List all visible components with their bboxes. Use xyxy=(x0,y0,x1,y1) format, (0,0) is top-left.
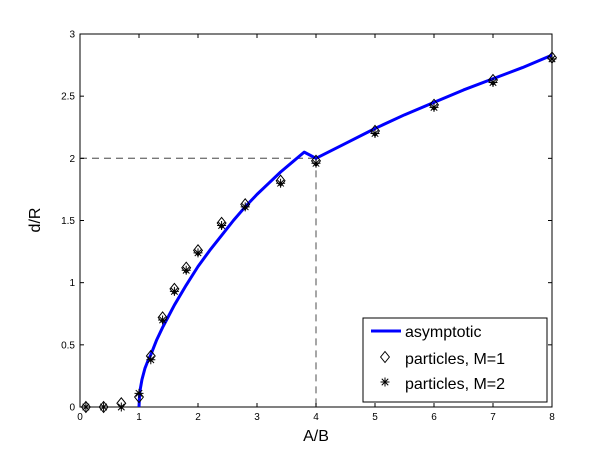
point-particles-m2 xyxy=(81,402,91,412)
x-tick-label: 1 xyxy=(136,412,142,423)
legend-label-m2: particles, M=2 xyxy=(405,376,505,393)
x-tick-label: 4 xyxy=(313,412,319,423)
y-tick-label: 0.5 xyxy=(61,340,75,351)
point-particles-m2 xyxy=(158,315,168,325)
x-tick-label: 2 xyxy=(195,412,201,423)
point-particles-m2 xyxy=(146,355,156,365)
series-layer xyxy=(80,51,558,414)
legend-label-m1: particles, M=1 xyxy=(405,351,505,368)
point-particles-m2 xyxy=(488,77,498,87)
legend-label-asymptotic: asymptotic xyxy=(405,324,481,341)
x-tick-label: 0 xyxy=(77,412,83,423)
legend-marker-asterisk xyxy=(380,377,390,387)
x-axis-label: A/B xyxy=(303,428,329,445)
legend-asterisk-icon xyxy=(380,377,390,387)
point-particles-m2 xyxy=(429,102,439,112)
x-tick-label: 8 xyxy=(549,412,555,423)
y-tick-label: 1.5 xyxy=(61,216,75,227)
legend-marker-diamond xyxy=(379,350,391,364)
point-particles-m1 xyxy=(80,400,91,414)
x-tick-label: 3 xyxy=(254,412,260,423)
y-axis-label: d/R xyxy=(27,208,44,233)
y-axis: 0 0.5 1 1.5 2 2.5 3 xyxy=(61,30,552,414)
series-line-asymptotic xyxy=(137,53,553,408)
point-particles-m1 xyxy=(133,390,145,404)
legend: asymptotic particles, M=1 particles, M=2 xyxy=(362,317,548,403)
point-particles-m2 xyxy=(547,54,557,64)
point-particles-m2 xyxy=(134,388,144,398)
point-particles-m2 xyxy=(276,178,286,188)
y-tick-label: 3 xyxy=(69,30,75,41)
point-particles-m2 xyxy=(370,128,380,138)
point-particles-m2 xyxy=(181,265,191,275)
point-particles-m2 xyxy=(116,402,126,412)
point-particles-m2 xyxy=(311,158,321,168)
y-tick-label: 1 xyxy=(69,278,75,289)
point-particles-m1 xyxy=(98,400,109,414)
point-particles-m2 xyxy=(217,220,227,230)
x-tick-label: 7 xyxy=(490,412,496,423)
point-particles-m2 xyxy=(99,402,109,412)
point-particles-m2 xyxy=(240,202,250,212)
y-tick-label: 2.5 xyxy=(61,92,75,103)
x-tick-label: 6 xyxy=(431,412,437,423)
reference-lines xyxy=(80,157,317,407)
point-particles-m2 xyxy=(193,248,203,258)
legend-diamond-icon xyxy=(379,350,391,364)
point-particles-m2 xyxy=(169,286,179,296)
y-tick-label: 2 xyxy=(69,154,75,165)
x-axis: 0 1 2 3 4 5 6 7 8 xyxy=(77,34,555,423)
y-tick-label: 0 xyxy=(69,403,75,414)
x-tick-label: 5 xyxy=(372,412,378,423)
